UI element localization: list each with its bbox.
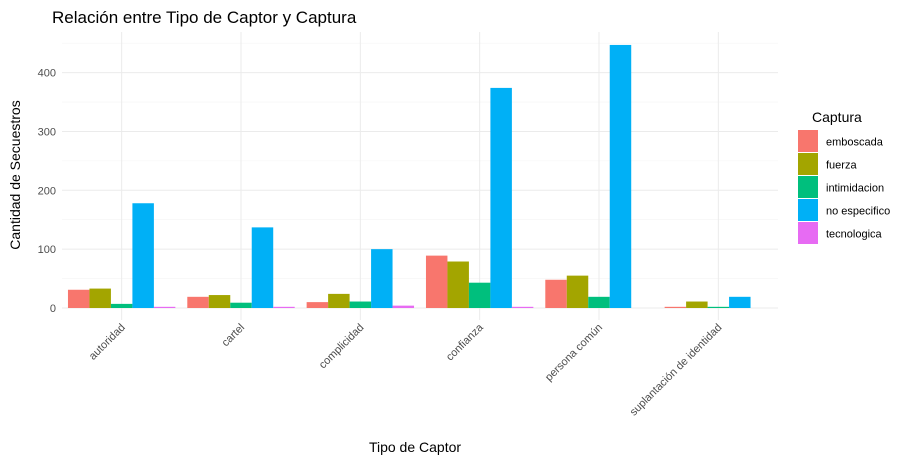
y-tick-label: 200 [38, 185, 56, 197]
bar-no-especifico-1 [251, 227, 274, 308]
legend-key-no-especifico [798, 199, 818, 221]
legend-title: Captura [812, 109, 862, 125]
bar-fuerza-2 [328, 293, 350, 308]
legend-key-tecnologica [798, 222, 818, 244]
chart-title: Relación entre Tipo de Captor y Captura [52, 8, 357, 27]
bar-intimidacion-1 [230, 302, 252, 308]
bar-emboscada-5 [664, 306, 687, 308]
bar-fuerza-5 [686, 301, 708, 308]
bar-emboscada-0 [67, 289, 90, 308]
legend-key-intimidacion [798, 176, 818, 198]
bar-intimidacion-3 [468, 282, 491, 308]
bar-fuerza-0 [89, 288, 111, 308]
y-tick-label: 100 [38, 244, 56, 256]
x-axis-title: Tipo de Captor [369, 439, 461, 455]
bar-fuerza-1 [208, 295, 231, 308]
legend-key-emboscada [798, 130, 818, 152]
bar-fuerza-3 [447, 261, 469, 308]
bar-intimidacion-4 [588, 296, 610, 308]
legend-label: no especifico [826, 206, 890, 218]
bar-intimidacion-2 [349, 301, 372, 308]
legend-label: fuerza [826, 160, 857, 172]
bar-intimidacion-0 [110, 303, 133, 308]
y-tick-label: 300 [38, 126, 56, 138]
bar-emboscada-1 [187, 296, 209, 308]
bar-fuerza-4 [566, 275, 589, 308]
bar-emboscada-2 [306, 302, 329, 308]
bar-no-especifico-5 [729, 296, 751, 308]
legend-label: tecnologica [826, 229, 883, 241]
legend-label: intimidacion [826, 183, 884, 195]
bar-intimidacion-5 [707, 306, 730, 308]
x-tick-label: persona común [543, 322, 605, 384]
bar-no-especifico-2 [371, 249, 393, 308]
y-tick-label: 0 [50, 303, 56, 315]
y-axis-title: Cantidad de Secuestros [7, 100, 23, 249]
grid-lines [62, 32, 778, 320]
legend: Captura emboscada fuerza intimidacion no es… [798, 109, 890, 244]
x-tick-label: confianza [444, 321, 486, 363]
x-tick-label: cartel [220, 322, 248, 350]
bar-emboscada-3 [425, 255, 448, 308]
bar-tecnologica-2 [392, 305, 415, 308]
bars-group [67, 44, 751, 309]
x-tick-label: suplantación de identidad [628, 322, 725, 419]
x-axis-ticks: autoridad cartel complicidad confianza perso… [87, 321, 725, 418]
x-tick-label: complicidad [317, 322, 367, 372]
bar-tecnologica-1 [273, 306, 295, 308]
x-tick-label: autoridad [87, 322, 128, 363]
legend-label: emboscada [826, 137, 884, 149]
legend-key-fuerza [798, 153, 818, 175]
bar-no-especifico-4 [609, 44, 632, 309]
bar-no-especifico-0 [132, 203, 154, 308]
bar-tecnologica-0 [153, 306, 176, 308]
bar-tecnologica-3 [511, 306, 534, 308]
bar-emboscada-4 [545, 279, 567, 308]
y-axis-ticks: 0 100 200 300 400 [38, 68, 56, 315]
y-tick-label: 400 [38, 68, 56, 80]
bar-no-especifico-3 [490, 87, 512, 308]
